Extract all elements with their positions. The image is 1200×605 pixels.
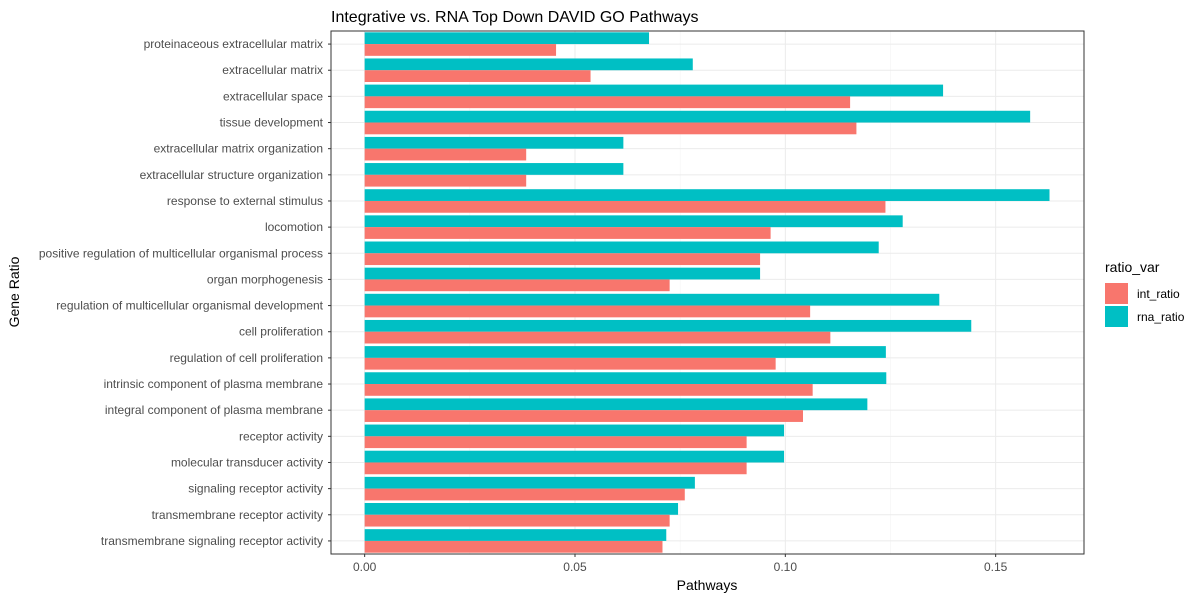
bar-int_ratio xyxy=(364,279,670,292)
bar-int_ratio xyxy=(364,253,761,266)
x-axis-title: Pathways xyxy=(677,577,738,593)
bar-rna_ratio xyxy=(364,32,650,45)
bar-int_ratio xyxy=(364,200,886,213)
bar-int_ratio xyxy=(364,148,527,161)
bar-rna_ratio xyxy=(364,319,972,332)
bar-rna_ratio xyxy=(364,58,693,71)
panel-border xyxy=(330,30,1085,555)
bar-int_ratio xyxy=(364,305,811,318)
bar-rna_ratio xyxy=(364,346,886,358)
y-tick-label: cell proliferation xyxy=(239,325,323,339)
y-tick-label: proteinaceous extracellular matrix xyxy=(144,37,323,51)
y-tick-label: regulation of multicellular organismal d… xyxy=(56,299,323,313)
legend-label-rna_ratio: rna_ratio xyxy=(1137,310,1185,324)
y-tick-label: intrinsic component of plasma membrane xyxy=(104,377,324,391)
y-tick-label: response to external stimulus xyxy=(167,194,323,208)
grid xyxy=(331,31,1084,554)
bar-rna_ratio xyxy=(364,215,903,228)
y-tick-label: transmembrane receptor activity xyxy=(152,508,323,522)
bar-rna_ratio xyxy=(364,424,785,437)
y-tick-label: extracellular matrix xyxy=(222,63,323,77)
x-tick-label: 0.15 xyxy=(984,560,1008,574)
y-tick-label: extracellular matrix organization xyxy=(154,142,323,156)
y-tick-label: signaling receptor activity xyxy=(188,482,323,496)
bar-rna_ratio xyxy=(364,267,761,280)
bar-int_ratio xyxy=(364,44,557,56)
x-tick-label: 0.00 xyxy=(353,560,377,574)
bar-int_ratio xyxy=(364,462,747,475)
bar-int_ratio xyxy=(364,70,591,82)
bar-rna_ratio xyxy=(364,189,1050,201)
bar-rna_ratio xyxy=(364,110,1031,123)
y-tick-label: integral component of plasma membrane xyxy=(105,403,323,417)
y-tick-label: molecular transducer activity xyxy=(171,455,323,469)
bar-int_ratio xyxy=(364,331,831,344)
bars xyxy=(364,32,1050,553)
bar-rna_ratio xyxy=(364,476,695,489)
bar-int_ratio xyxy=(364,96,851,109)
bar-int_ratio xyxy=(364,488,685,501)
x-axis: 0.00 0.05 0.10 0.15 xyxy=(353,554,1008,574)
bar-int_ratio xyxy=(364,514,670,527)
x-tick-label: 0.05 xyxy=(563,560,587,574)
bar-rna_ratio xyxy=(364,503,679,515)
y-tick-label: tissue development xyxy=(220,116,324,130)
legend-title: ratio_var xyxy=(1105,259,1160,275)
bar-rna_ratio xyxy=(364,163,624,175)
bar-rna_ratio xyxy=(364,372,887,385)
y-tick-label: extracellular space xyxy=(223,89,323,103)
bar-rna_ratio xyxy=(364,241,879,254)
y-tick-label: receptor activity xyxy=(239,429,323,443)
x-tick-label: 0.10 xyxy=(774,560,798,574)
bar-int_ratio xyxy=(364,227,771,239)
bar-int_ratio xyxy=(364,174,527,187)
legend-key-int_ratio xyxy=(1105,283,1128,304)
chart-title: Integrative vs. RNA Top Down DAVID GO Pa… xyxy=(331,9,699,26)
bar-rna_ratio xyxy=(364,136,624,149)
bar-int_ratio xyxy=(364,357,776,370)
y-tick-label: regulation of cell proliferation xyxy=(170,351,323,365)
y-tick-label: positive regulation of multicellular org… xyxy=(39,246,323,260)
legend: ratio_var int_ratio rna_ratio xyxy=(1105,259,1185,327)
legend-key-rna_ratio xyxy=(1105,306,1128,327)
y-tick-label: transmembrane signaling receptor activit… xyxy=(101,534,323,548)
bar-int_ratio xyxy=(364,122,857,135)
bar-int_ratio xyxy=(364,436,747,449)
y-axis: proteinaceous extracellular matrix extrac… xyxy=(39,37,331,548)
bar-rna_ratio xyxy=(364,529,667,541)
bar-rna_ratio xyxy=(364,84,944,97)
y-tick-label: locomotion xyxy=(265,220,323,234)
y-tick-label: organ morphogenesis xyxy=(207,272,323,286)
bar-rna_ratio xyxy=(364,293,940,306)
bar-int_ratio xyxy=(364,384,813,396)
bar-rna_ratio xyxy=(364,450,785,463)
y-tick-label: extracellular structure organization xyxy=(140,168,323,182)
y-axis-title: Gene Ratio xyxy=(6,256,22,327)
bar-int_ratio xyxy=(364,540,663,553)
legend-label-int_ratio: int_ratio xyxy=(1137,287,1180,301)
bar-int_ratio xyxy=(364,410,803,422)
bar-rna_ratio xyxy=(364,398,868,411)
